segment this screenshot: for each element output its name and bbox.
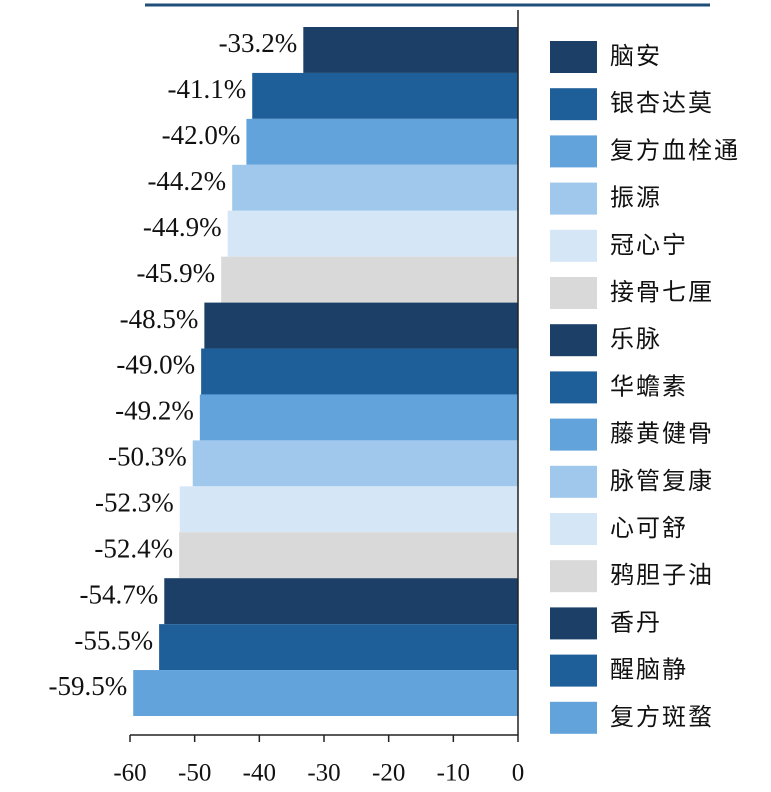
bar <box>246 118 518 165</box>
data-label: -52.3% <box>95 488 174 518</box>
legend-label: 振源 <box>610 184 662 212</box>
legend-label: 复方血栓通 <box>610 136 740 164</box>
legend-swatch <box>550 465 597 498</box>
data-label: -54.7% <box>80 579 159 609</box>
legend-swatch <box>550 135 597 168</box>
legend-label: 接骨七厘 <box>610 278 714 306</box>
legend-label: 醒脑静 <box>610 656 688 684</box>
x-tick-label: -20 <box>372 760 405 787</box>
legend-swatch <box>550 41 597 73</box>
bar <box>133 670 518 716</box>
x-tick-label: -30 <box>307 760 340 787</box>
legend-label: 鸦胆子油 <box>610 561 714 589</box>
data-label: -49.2% <box>115 396 194 426</box>
data-label: -44.9% <box>143 212 222 242</box>
legend-swatch <box>550 371 597 404</box>
x-tick-label: -60 <box>113 760 146 787</box>
legend-label: 脑安 <box>610 42 662 70</box>
legend-swatch <box>550 229 597 262</box>
legend-swatch <box>550 654 597 687</box>
legend-label: 银杏达莫 <box>610 89 714 117</box>
legend-swatch <box>550 513 597 545</box>
bar <box>221 256 518 303</box>
bar <box>159 624 518 671</box>
legend-label: 乐脉 <box>610 325 662 353</box>
legend-swatch <box>550 607 597 640</box>
data-label: -48.5% <box>120 304 199 334</box>
legend-label: 复方斑蝥 <box>610 703 714 731</box>
bar <box>227 210 518 257</box>
x-tick-label: -40 <box>243 760 276 787</box>
data-label: -52.4% <box>94 533 173 563</box>
legend-swatch <box>550 701 597 734</box>
legend-label: 脉管复康 <box>610 467 714 495</box>
bar <box>179 486 518 533</box>
bar <box>232 164 518 211</box>
legend-label: 香丹 <box>610 608 662 636</box>
data-label: -44.2% <box>147 166 226 196</box>
data-label: -45.9% <box>136 258 215 288</box>
bar <box>164 578 519 625</box>
bar <box>199 394 518 441</box>
data-label: -42.0% <box>162 120 241 150</box>
data-label: -41.1% <box>167 74 246 104</box>
bar <box>192 440 518 487</box>
legend-swatch <box>550 418 597 451</box>
legend-label: 心可舒 <box>610 514 688 542</box>
x-tick-label: -50 <box>178 760 211 787</box>
data-label: -49.0% <box>116 350 195 380</box>
legend-swatch <box>550 324 597 357</box>
legend-swatch <box>550 88 597 121</box>
legend-swatch <box>550 182 597 215</box>
data-label: -50.3% <box>108 442 187 472</box>
bar <box>252 72 518 119</box>
legend-label: 藤黄健骨 <box>610 420 714 448</box>
bar <box>303 27 518 73</box>
x-tick-label: 0 <box>512 760 525 787</box>
bar <box>179 532 518 579</box>
legend-swatch <box>550 277 597 309</box>
bar <box>201 348 518 395</box>
data-label: -59.5% <box>48 671 127 701</box>
data-label: -33.2% <box>219 28 298 58</box>
legend-label: 冠心宁 <box>610 231 688 259</box>
legend-label: 华蟾素 <box>610 372 688 400</box>
x-tick-label: -10 <box>437 760 470 787</box>
legend-swatch <box>550 560 597 593</box>
data-label: -55.5% <box>74 625 153 655</box>
bar <box>204 302 518 349</box>
